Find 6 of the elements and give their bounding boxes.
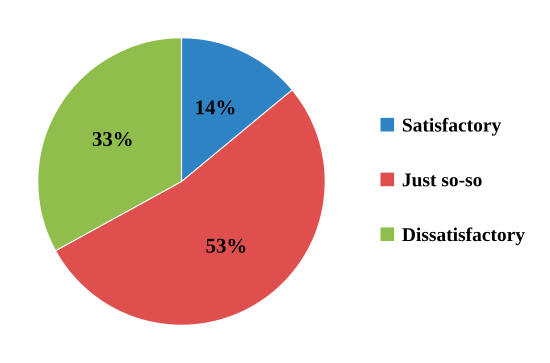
legend-label: Dissatisfactory xyxy=(402,227,525,246)
data-label: 53% xyxy=(206,238,246,253)
data-label: 14% xyxy=(196,100,234,115)
legend-label: Just so-so xyxy=(402,174,482,186)
legend-label: Satisfactory xyxy=(402,118,502,136)
data-label: 33% xyxy=(92,132,132,146)
